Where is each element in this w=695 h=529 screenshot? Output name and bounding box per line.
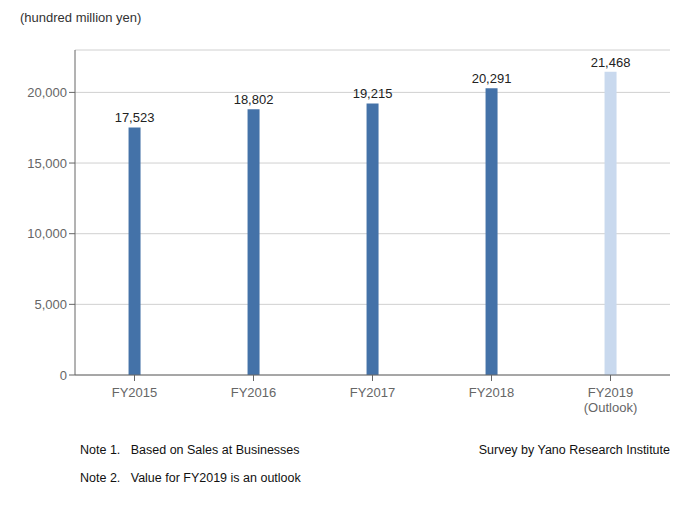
svg-text:21,468: 21,468 xyxy=(591,55,631,70)
html-text:Note 1. Based on Sales at Busi: Note 1. Based on Sales at Businesses xyxy=(80,443,300,457)
svg-text:5,000: 5,000 xyxy=(34,297,67,312)
svg-text:20,291: 20,291 xyxy=(472,71,512,86)
svg-text:18,802: 18,802 xyxy=(234,92,274,107)
svg-text:FY2019(Outlook): FY2019(Outlook) xyxy=(584,385,637,415)
svg-text:FY2017: FY2017 xyxy=(350,385,396,400)
svg-text:17,523: 17,523 xyxy=(115,110,155,125)
html-text:Survey by Yano Research Instit: Survey by Yano Research Institute xyxy=(478,443,670,457)
svg-text:19,215: 19,215 xyxy=(353,86,393,101)
svg-text:0: 0 xyxy=(60,368,67,383)
svg-text:20,000: 20,000 xyxy=(27,85,67,100)
svg-text:10,000: 10,000 xyxy=(27,226,67,241)
svg-text:FY2018: FY2018 xyxy=(469,385,515,400)
html-text:Note 2. Value for FY2019 is an: Note 2. Value for FY2019 is an outlook xyxy=(80,471,301,485)
svg-text:15,000: 15,000 xyxy=(27,156,67,171)
svg-text:FY2016: FY2016 xyxy=(231,385,277,400)
svg-text:FY2015: FY2015 xyxy=(112,385,158,400)
html-text:(hundred million yen): (hundred million yen) xyxy=(20,10,142,25)
